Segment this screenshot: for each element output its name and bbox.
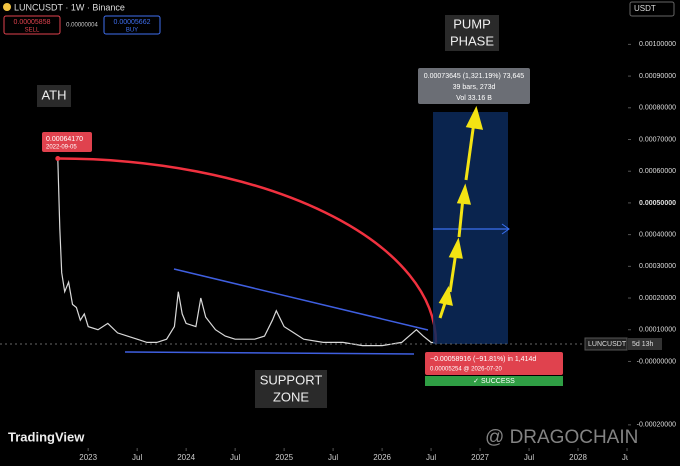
x-tick-label: 2023	[79, 453, 97, 462]
drop-low: 0.00005254 @ 2026-07-20	[430, 367, 502, 373]
x-tick-label: Jul	[328, 453, 338, 462]
x-tick-label: 2026	[373, 453, 391, 462]
y-tick-label: 0.00070000	[639, 136, 676, 143]
ath-date: 2022-09-05	[46, 145, 77, 151]
support-label: ZONE	[273, 389, 309, 404]
support-label: SUPPORT	[260, 372, 323, 387]
drop-tag	[425, 352, 563, 375]
stats-box	[418, 68, 530, 104]
support-line	[124, 351, 415, 355]
y-tick-label: -0.00020000	[637, 422, 676, 429]
ath-tag	[42, 132, 92, 152]
sell-button[interactable]	[3, 15, 61, 35]
x-tick-label: 2024	[177, 453, 195, 462]
countdown: 5d 13h	[632, 341, 654, 348]
symbol-tag	[584, 337, 628, 351]
x-tick-label: Jul	[426, 453, 436, 462]
countdown-tag	[628, 338, 662, 350]
drop-stats: −0.00058916 (−91.81%) in 1,414d	[430, 356, 536, 363]
buy-button[interactable]	[103, 15, 161, 35]
watermark: @ DRAGOCHAIN	[485, 427, 638, 448]
x-tick-label: Jul	[230, 453, 240, 462]
price-line-series	[57, 158, 437, 347]
support-box	[255, 370, 327, 408]
x-tick-label: Jul	[622, 453, 632, 462]
pump-label: PHASE	[450, 33, 494, 48]
pump-bars: 39 bars, 273d	[453, 84, 496, 91]
x-tick-label: Jul	[524, 453, 534, 462]
spread: 0.00000004	[66, 23, 98, 29]
buy-price: 0.00005662	[114, 19, 151, 26]
x-tick-label: 2028	[569, 453, 587, 462]
ath-label: ATH	[41, 87, 66, 102]
x-tick-label: 2025	[275, 453, 293, 462]
pump-arrows	[438, 105, 484, 319]
chart-title: LUNCUSDT · 1W · Binance	[14, 2, 125, 12]
y-tick-label: 0.00050000	[639, 200, 676, 207]
decline-arc	[57, 157, 438, 343]
sell-price: 0.00005858	[14, 19, 51, 26]
x-tick-label: Jul	[132, 453, 142, 462]
brand: TradingView	[8, 429, 85, 444]
target-arrow	[501, 223, 510, 235]
success: ✓ SUCCESS	[473, 378, 515, 385]
pump-label: PUMP	[453, 16, 491, 31]
price-tag: LUNCUSDT	[588, 341, 627, 348]
y-tick-label: 0.00040000	[639, 231, 676, 238]
currency-box	[629, 1, 675, 17]
ath-price: 0.00064170	[46, 136, 83, 143]
y-tick-label: -0.00000000	[637, 358, 676, 365]
resistance-line	[173, 268, 429, 331]
y-tick-label: 0.00100000	[639, 41, 676, 48]
y-tick-label: 0.00030000	[639, 263, 676, 270]
price-axis	[628, 0, 680, 466]
pump-vol: Vol 33.16 B	[456, 95, 492, 102]
ath-box	[37, 85, 71, 107]
x-tick-label: 2027	[471, 453, 489, 462]
buy-label: BUY	[126, 28, 138, 34]
y-tick-label: 0.00080000	[639, 105, 676, 112]
pump-stats: 0.00073645 (1,321.19%) 73,645	[424, 73, 525, 80]
currency: USDT	[634, 4, 656, 13]
y-tick-label: 0.00010000	[639, 327, 676, 334]
sell-label: SELL	[25, 28, 40, 34]
y-tick-label: 0.00020000	[639, 295, 676, 302]
y-tick-label: 0.00060000	[639, 168, 676, 175]
success-tag	[425, 376, 563, 386]
coin-icon	[3, 3, 11, 11]
peak-dot	[55, 156, 61, 162]
y-tick-label: 0.00090000	[639, 73, 676, 80]
pump-box-label	[445, 15, 499, 51]
